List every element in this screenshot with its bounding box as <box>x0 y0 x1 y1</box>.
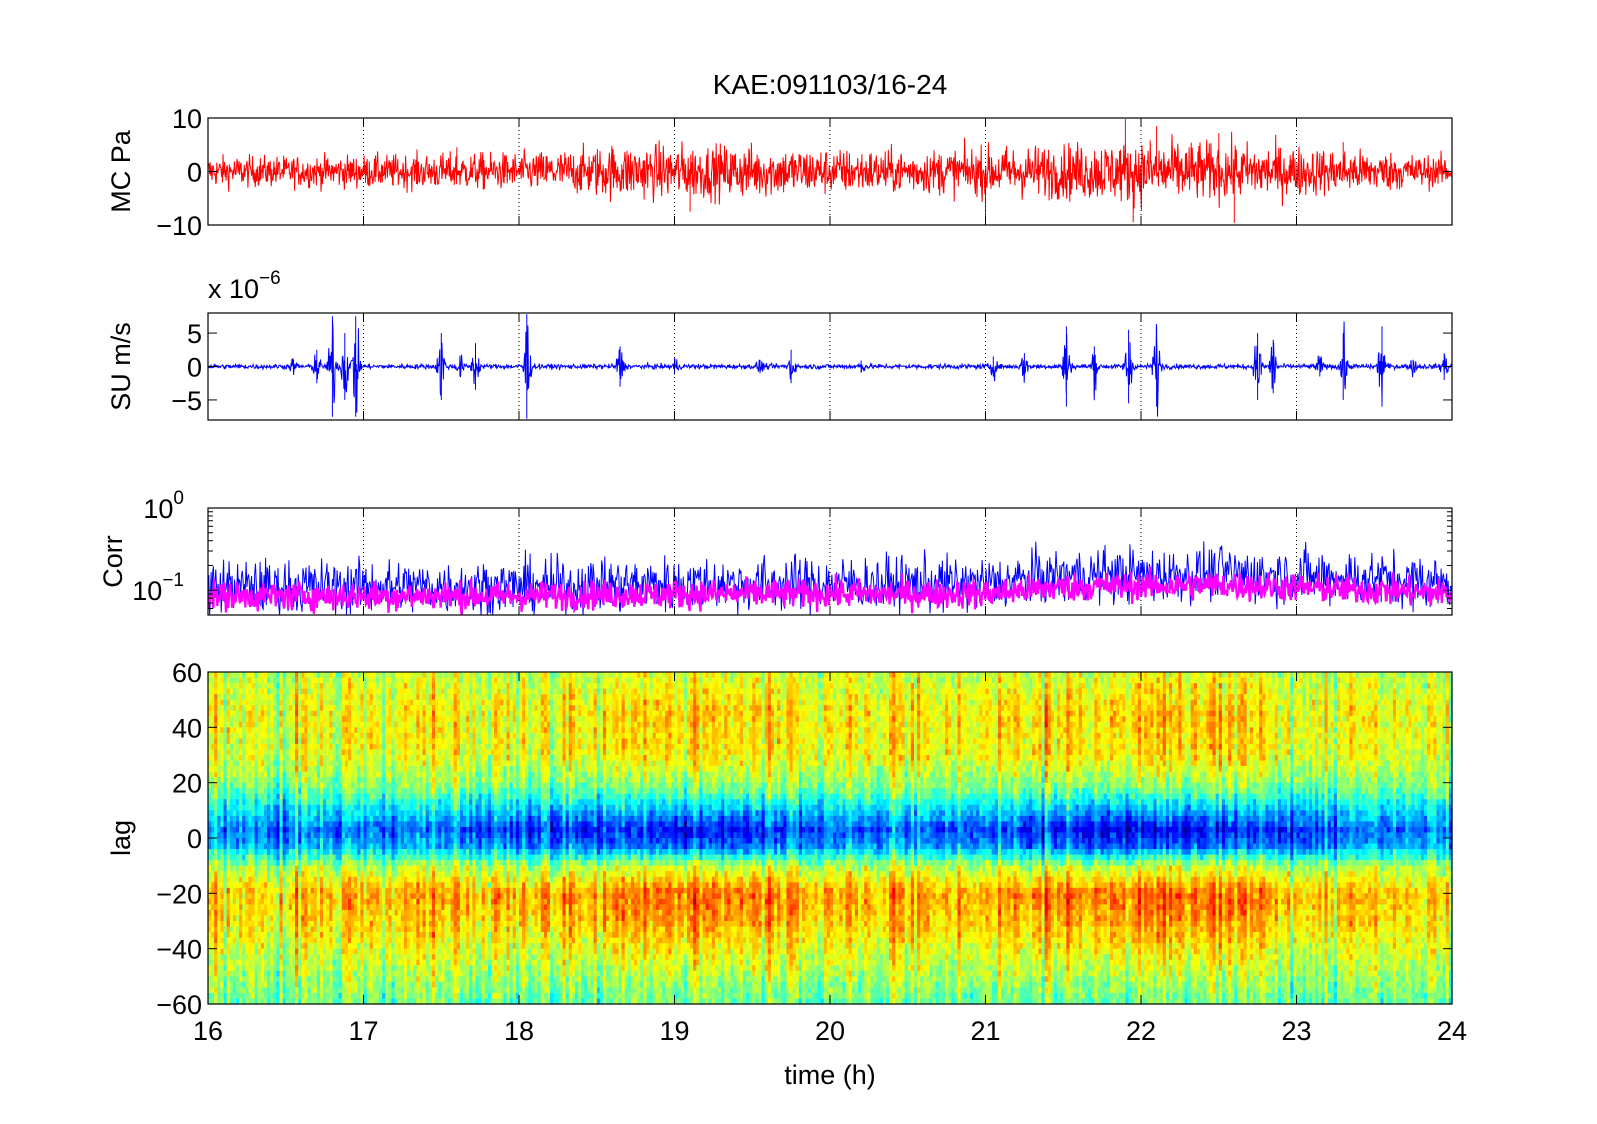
y-tick-label: −40 <box>156 935 202 965</box>
x-axis-label: time (h) <box>784 1060 876 1090</box>
mc-pressure-panel: 10 0 −10 MC Pa <box>106 104 1453 241</box>
y-tick-label: −20 <box>156 879 202 909</box>
y-tick-label: 40 <box>172 713 202 743</box>
y-tick-label: 0 <box>187 158 202 188</box>
y-tick-label: 0 <box>187 824 202 854</box>
y-exponent-label: x 10−6 <box>208 268 281 304</box>
su-velocity-panel: 5 0−5 SU m/s x 10−6 <box>106 268 1453 421</box>
x-tick-label: 21 <box>970 1016 1000 1046</box>
y-tick-label: 100 <box>143 488 184 524</box>
x-tick-label: 19 <box>659 1016 689 1046</box>
y-axis-label: MC Pa <box>106 129 136 213</box>
y-tick-label: −10 <box>156 211 202 241</box>
y-tick-label: 5 <box>187 319 202 349</box>
y-tick-label: −60 <box>156 990 202 1020</box>
y-tick-label: 20 <box>172 769 202 799</box>
y-axis-label: lag <box>106 820 136 856</box>
x-tick-label: 18 <box>504 1016 534 1046</box>
lag-heatmap-panel: 60 40 20 0 −20 −40 −60 lag 16 17 18 19 20 21 22 23 24 tim… <box>106 658 1467 1090</box>
y-tick-label: 0 <box>187 353 202 383</box>
y-axis-label: SU m/s <box>106 322 136 411</box>
y-axis-label: Corr <box>98 535 128 588</box>
y-tick-label: 10−1 <box>132 570 184 606</box>
x-tick-label: 24 <box>1437 1016 1467 1046</box>
x-tick-label: 16 <box>193 1016 223 1046</box>
y-tick-label: 10 <box>172 104 202 134</box>
su-velocity-trace <box>208 314 1452 419</box>
y-tick-label: −5 <box>171 386 202 416</box>
y-tick-label: 60 <box>172 658 202 688</box>
axes-frame <box>207 507 1453 616</box>
x-tick-label: 20 <box>815 1016 845 1046</box>
lag-heatmap-cells <box>208 672 1453 1005</box>
x-tick-label: 17 <box>348 1016 378 1046</box>
corr-trace-magenta <box>208 566 1452 615</box>
x-tick-label: 22 <box>1126 1016 1156 1046</box>
figure-title: KAE:091103/16-24 <box>713 69 948 100</box>
x-tick-label: 23 <box>1281 1016 1311 1046</box>
